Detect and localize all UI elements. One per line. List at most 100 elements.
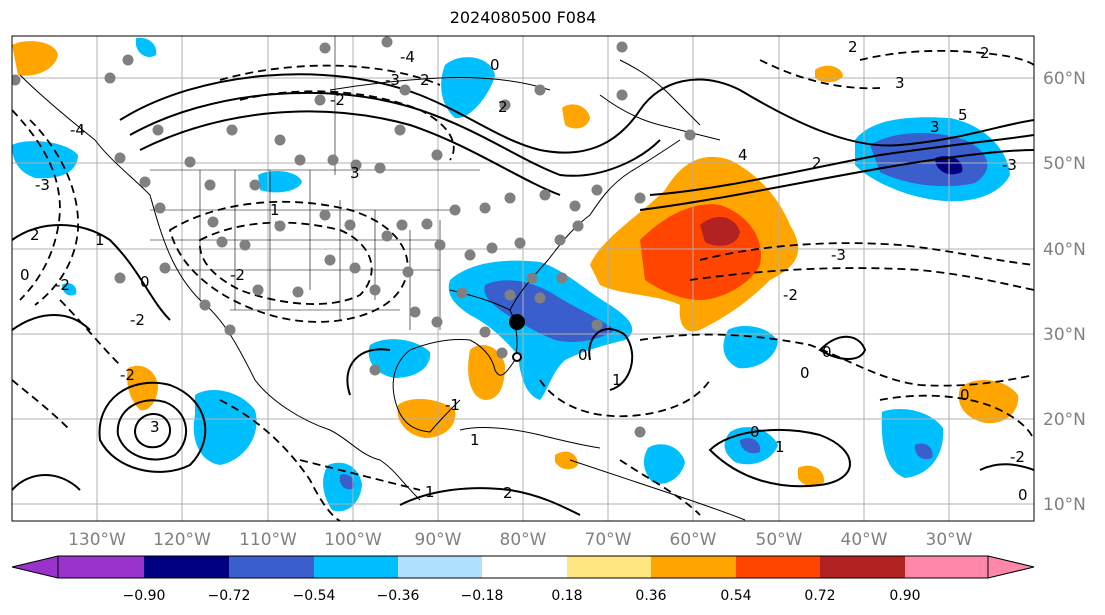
contour-label-zero: 0 [140,273,150,291]
colorbar-low-extend [11,555,59,579]
lat-label: 50°N [1043,154,1086,174]
contour-label-pos: 2 [848,38,858,56]
lat-label: 60°N [1043,69,1086,89]
dashed-contours [12,49,1034,521]
contour-label-neg: -3 [1002,156,1017,174]
lon-label: 70°W [585,530,632,550]
colorbar-segment [144,556,229,578]
lon-label: 100°W [324,530,382,550]
contour-label-pos: 2 [498,98,508,116]
contour-label-neg: -3 [385,71,400,89]
cool-hudson [441,57,495,119]
cool-core-southeast [484,280,615,342]
lon-label: 130°W [68,530,126,550]
cool-pacific-mx [193,390,257,465]
lon-label: 90°W [415,530,462,550]
colorbar-segment [820,556,905,578]
cool-eastpac [323,462,362,512]
cool-westcoast [12,141,78,179]
contour-label-pos: 2 [812,154,822,172]
contour-label-neg: -3 [831,246,846,264]
solid-contours [12,73,1034,516]
colorbar-tick-label: −0.36 [377,588,420,604]
contour-label-neg: -2 [130,311,145,329]
hot-core-atlantic [700,216,740,246]
contour-label-zero: 0 [800,364,810,382]
colorbar-tick-label: −0.90 [123,588,166,604]
lon-label: 30°W [926,530,973,550]
lat-label: 30°N [1043,325,1086,345]
colorbar-segment [482,556,567,578]
warm-sm-2 [798,465,825,487]
colorbar-tick-label: −0.72 [208,588,251,604]
contour-label-pos: 3 [350,164,360,182]
contour-label-pos: 1 [775,438,785,456]
cool-caribbean-east [643,444,685,484]
colorbar-high-extend [987,555,1035,579]
cool-tropatl-1 [723,326,778,369]
contour-label-pos: 1 [425,483,435,501]
contour-label-pos: 2 [503,484,513,502]
cool-pacific-sm [62,283,77,296]
contour-label-zero: 0 [20,266,30,284]
contour-label-neg: -2 [783,286,798,304]
cool-eastpac-core [339,474,355,490]
warm-pacific [127,365,158,411]
colorbar-tick-label: −0.18 [461,588,504,604]
contour-label-zero: 0 [750,423,760,441]
highlight-marker [509,314,525,330]
contour-label-neg: -4 [70,121,85,139]
contour-label-zero: 0 [1018,486,1028,504]
cool-great-lakes [258,170,302,193]
lat-label: 40°N [1043,240,1086,260]
lon-label: 120°W [153,530,211,550]
colorbar-tick-label: 0.90 [889,588,920,604]
lon-label: 110°W [239,530,297,550]
coastlines [19,59,746,521]
warm-hudson [562,104,590,129]
shaded-fields [12,37,1019,512]
contour-label-pos: 4 [738,146,748,164]
colorbar-ticks: −0.90 −0.72 −0.54 −0.36 −0.18 0.18 0.36 … [123,588,921,604]
colorbar-segment [58,556,144,578]
contour-label-pos: 3 [150,418,160,436]
contour-label-neg: -2 [1010,448,1025,466]
cool-bc [136,37,157,57]
lat-label: 20°N [1043,410,1086,430]
colorbar-segment [736,556,820,578]
contour-label-pos: 1 [95,231,105,249]
contour-label-neg: -2 [55,276,70,294]
contour-label-pos: 3 [930,118,940,136]
colorbar-segment [314,556,398,578]
cool-tropatl-3 [881,408,944,478]
colorbar-segment [398,556,482,578]
warm-caribbean [397,398,456,438]
contour-label-pos: 1 [270,201,280,219]
contour-label-neg: -2 [120,366,135,384]
colorbar-tick-label: −0.54 [293,588,336,604]
lon-label: 40°W [841,530,888,550]
contour-label-neg: -2 [330,91,345,109]
contour-label-neg: -1 [445,396,460,414]
contour-label-neg: -4 [400,48,415,66]
warm-gulf [468,345,505,400]
warm-ne-atlantic [958,379,1019,424]
contour-label-zero: 0 [578,346,588,364]
contour-label-neg: -2 [230,266,245,284]
contour-label-neg: -3 [35,176,50,194]
contour-label-zero: 0 [822,343,832,361]
map-frame [11,35,1035,522]
contour-label-pos: 2 [30,226,40,244]
contour-label-pos: 3 [895,74,905,92]
longitude-labels: 130°W 120°W 110°W 100°W 90°W 80°W 70°W 6… [68,530,973,550]
colorbar-segment [229,556,314,578]
lon-label: 60°W [670,530,717,550]
warm-westcoast [12,41,58,76]
colorbar-segment [651,556,736,578]
colorbar-tick-label: 0.54 [720,588,751,604]
colorbar-tick-label: 0.36 [635,588,666,604]
small-marker [512,352,522,362]
figure-title: 2024080500 F084 [449,8,597,27]
contour-label-pos: 5 [958,106,968,124]
